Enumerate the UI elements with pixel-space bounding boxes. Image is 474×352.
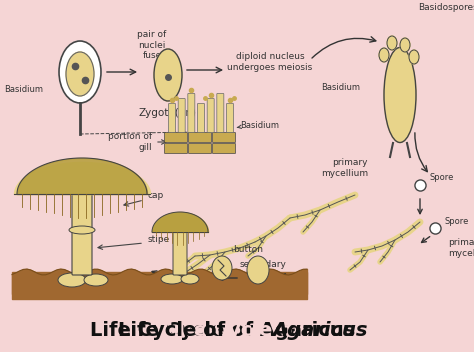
FancyBboxPatch shape (217, 94, 224, 132)
Text: Basidium: Basidium (321, 83, 360, 93)
Text: secondary
mycellium: secondary mycellium (240, 260, 287, 280)
FancyBboxPatch shape (189, 132, 211, 143)
Ellipse shape (247, 256, 269, 284)
Text: Spore: Spore (430, 174, 455, 182)
Text: primary
mycellium: primary mycellium (321, 158, 368, 178)
Ellipse shape (212, 256, 232, 280)
Ellipse shape (154, 49, 182, 101)
Text: cap: cap (148, 191, 164, 201)
Ellipse shape (409, 50, 419, 64)
Ellipse shape (69, 226, 95, 234)
Text: Basidospores(n): Basidospores(n) (418, 4, 474, 13)
Text: Spore: Spore (445, 218, 469, 226)
Text: Life Cycle of: Life Cycle of (166, 321, 308, 339)
FancyBboxPatch shape (189, 144, 211, 153)
FancyBboxPatch shape (212, 144, 236, 153)
FancyBboxPatch shape (178, 99, 185, 132)
Text: stipe: stipe (148, 235, 170, 245)
FancyBboxPatch shape (168, 103, 175, 132)
Ellipse shape (66, 52, 94, 96)
Ellipse shape (58, 273, 86, 287)
Bar (12, 272, 307, 294)
Text: Agaricus: Agaricus (272, 321, 367, 339)
Text: Zygote(2n): Zygote(2n) (139, 108, 197, 118)
Text: primary
mycellium: primary mycellium (448, 238, 474, 258)
Text: button: button (233, 245, 263, 254)
Ellipse shape (400, 38, 410, 52)
Ellipse shape (181, 274, 199, 284)
FancyBboxPatch shape (164, 144, 188, 153)
Ellipse shape (161, 274, 183, 284)
Text: Life Cycle of: Life Cycle of (90, 321, 232, 339)
Ellipse shape (379, 48, 389, 62)
Ellipse shape (59, 41, 101, 103)
Text: pair of
nuclei
fuse: pair of nuclei fuse (137, 30, 167, 60)
Ellipse shape (84, 274, 108, 286)
Text: diploid nucleus
undergoes meiosis: diploid nucleus undergoes meiosis (228, 52, 313, 72)
Text: Basidium: Basidium (240, 120, 279, 130)
FancyBboxPatch shape (173, 231, 187, 275)
FancyBboxPatch shape (212, 132, 236, 143)
FancyBboxPatch shape (188, 94, 195, 132)
Text: Basidium: Basidium (4, 86, 43, 94)
Text: Life Cycle of Agaricus: Life Cycle of Agaricus (118, 321, 356, 339)
Ellipse shape (384, 48, 416, 143)
Text: portion of
gill: portion of gill (108, 132, 152, 152)
FancyBboxPatch shape (164, 132, 188, 143)
FancyBboxPatch shape (198, 103, 204, 132)
Ellipse shape (387, 36, 397, 50)
FancyBboxPatch shape (72, 193, 92, 275)
FancyBboxPatch shape (207, 99, 214, 132)
FancyBboxPatch shape (227, 103, 234, 132)
